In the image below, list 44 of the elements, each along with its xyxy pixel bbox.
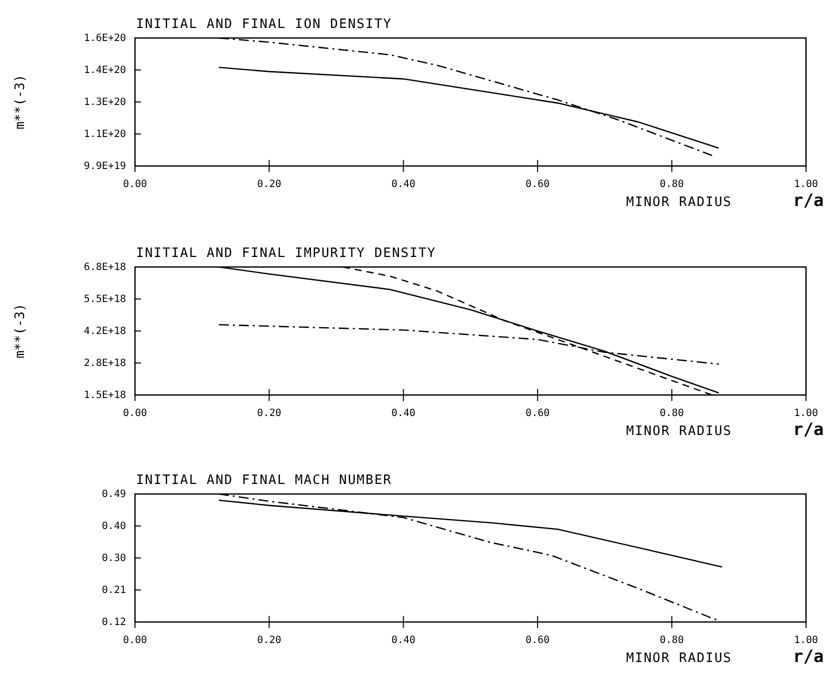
y-tick-label: 1.6E+20 — [84, 33, 126, 44]
x-tick-label: 0.80 — [660, 179, 684, 190]
y-tick-label: 6.8E+18 — [84, 262, 126, 274]
x-tick-label: 0.00 — [122, 635, 148, 646]
y-tick-label: 2.8E+18 — [84, 358, 126, 370]
x-tick-label: 0.20 — [257, 408, 282, 419]
x-tick-label: 0.60 — [526, 408, 550, 419]
y-tick-label: 1.1E+20 — [84, 129, 126, 140]
chart-title: INITIAL AND FINAL MACH NUMBER — [136, 473, 392, 488]
x-tick-label: 0.20 — [257, 635, 282, 646]
x-tick-label: 0.60 — [526, 635, 550, 646]
x-tick-label: 1.00 — [794, 408, 818, 419]
x-tick-label: 0.40 — [391, 635, 416, 646]
x-tick-label: 0.80 — [660, 408, 684, 419]
y-tick-label: 0.21 — [102, 585, 126, 596]
y-tick-label: 0.12 — [102, 617, 126, 628]
y-tick-label: 9.9E+19 — [84, 161, 126, 172]
x-tick-label: 0.40 — [391, 408, 416, 419]
x-tick-label: 0.40 — [391, 179, 416, 190]
y-tick-label: 5.5E+18 — [84, 294, 126, 306]
x-tick-label: 0.20 — [257, 179, 282, 190]
chart-title: INITIAL AND FINAL IMPURITY DENSITY — [136, 246, 436, 261]
y-tick-label: 4.2E+18 — [84, 326, 126, 338]
x-tick-label: 0.60 — [526, 179, 550, 190]
x-tick-label: 0.80 — [660, 635, 684, 646]
y-tick-label: 0.49 — [102, 489, 126, 500]
chart-title: INITIAL AND FINAL ION DENSITY — [136, 17, 392, 32]
y-tick-label: 0.40 — [102, 521, 126, 532]
x-axis-title: MINOR RADIUS — [626, 195, 732, 210]
x-axis-title: MINOR RADIUS — [626, 424, 732, 439]
x-tick-label: 0.00 — [122, 408, 148, 419]
y-axis-title: m**(-3) — [13, 304, 28, 358]
y-tick-label: 1.4E+20 — [84, 65, 126, 76]
x-tick-label: 1.00 — [794, 179, 818, 190]
x-tick-label: 0.00 — [122, 179, 148, 190]
text: r/a — [793, 191, 824, 211]
text: r/a — [793, 420, 824, 440]
y-tick-label: 1.3E+20 — [84, 97, 126, 108]
y-tick-label: 0.30 — [102, 553, 126, 564]
x-axis-title: MINOR RADIUS — [626, 651, 732, 666]
text: r/a — [793, 647, 824, 667]
x-tick-label: 1.00 — [794, 635, 818, 646]
y-tick-label: 1.5E+18 — [84, 390, 126, 402]
y-axis-title: m**(-3) — [13, 74, 28, 130]
